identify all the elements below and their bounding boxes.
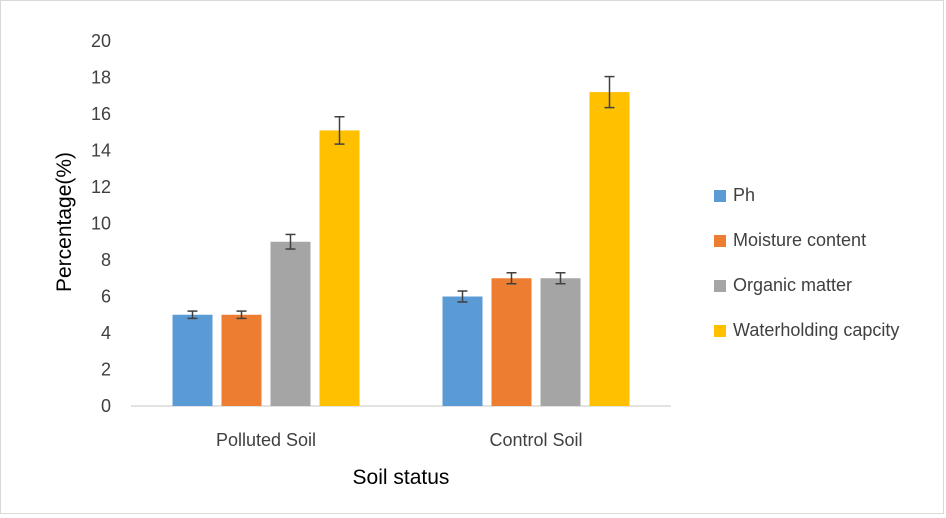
legend-label: Ph	[733, 185, 755, 205]
y-tick-label: 2	[101, 360, 111, 380]
y-axis-title: Percentage(%)	[53, 152, 76, 292]
legend: Ph Moisture content Organic matter Waterhol…	[714, 185, 899, 340]
legend-swatch	[714, 190, 726, 202]
bar-organic-matter-polluted-soil	[270, 241, 311, 406]
error-bar	[285, 233, 296, 250]
error-bar	[555, 272, 566, 285]
error-bar	[604, 75, 615, 109]
error-bar	[187, 310, 198, 320]
bar-waterholding-capcity-control-soil	[589, 92, 630, 406]
x-category-label: Polluted Soil	[216, 430, 316, 450]
y-axis-title-group: Percentage(%)	[53, 152, 76, 292]
y-tick-label: 12	[91, 177, 111, 197]
legend-label: Organic matter	[733, 275, 852, 295]
legend-item: Ph	[714, 185, 755, 205]
error-bar	[506, 272, 517, 285]
legend-swatch	[714, 280, 726, 292]
y-tick-label: 8	[101, 250, 111, 270]
bar-moisture-content-control-soil	[491, 278, 532, 406]
y-tick-label: 10	[91, 214, 111, 234]
y-tick-label: 16	[91, 104, 111, 124]
error-bar	[334, 115, 345, 145]
y-tick-label: 4	[101, 323, 111, 343]
y-tick-label: 0	[101, 396, 111, 416]
legend-label: Moisture content	[733, 230, 866, 250]
x-axis-title: Soil status	[353, 466, 450, 489]
bar-ph-polluted-soil	[172, 314, 213, 406]
legend-item: Moisture content	[714, 230, 866, 250]
bars	[172, 75, 630, 407]
error-bar	[236, 310, 247, 320]
error-bar	[457, 290, 468, 303]
legend-swatch	[714, 235, 726, 247]
y-tick-label: 14	[91, 141, 111, 161]
y-tick-label: 6	[101, 287, 111, 307]
bar-organic-matter-control-soil	[540, 278, 581, 406]
bar-ph-control-soil	[442, 296, 483, 406]
legend-item: Waterholding capcity	[714, 320, 899, 340]
legend-item: Organic matter	[714, 275, 852, 295]
bar-waterholding-capcity-polluted-soil	[319, 130, 360, 407]
bar-moisture-content-polluted-soil	[221, 314, 262, 406]
x-category-label: Control Soil	[489, 430, 582, 450]
x-axis-categories: Polluted Soil Control Soil	[216, 430, 583, 450]
y-tick-label: 20	[91, 31, 111, 51]
y-tick-label: 18	[91, 68, 111, 88]
y-axis-ticks: 0 2 4 6 8 10 12 14 16 18 20	[91, 31, 111, 416]
legend-label: Waterholding capcity	[733, 320, 899, 340]
legend-swatch	[714, 325, 726, 337]
